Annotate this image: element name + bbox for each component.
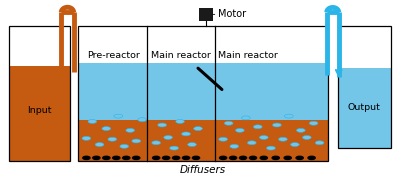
Circle shape [123,156,130,159]
Circle shape [126,128,135,132]
Circle shape [250,156,257,159]
Circle shape [102,127,111,130]
Circle shape [254,125,262,129]
Circle shape [230,144,239,148]
Circle shape [93,156,100,159]
Circle shape [278,137,287,141]
Circle shape [296,156,303,159]
Circle shape [219,137,228,141]
Circle shape [113,156,120,159]
Circle shape [188,143,196,147]
Circle shape [120,144,129,148]
Circle shape [164,136,172,139]
Bar [78,120,328,161]
Circle shape [172,156,180,159]
Circle shape [236,128,244,132]
Bar [9,66,70,161]
Circle shape [290,143,299,147]
Text: Motor: Motor [213,9,246,19]
Circle shape [152,141,160,145]
Bar [78,63,328,120]
Circle shape [266,146,275,150]
Circle shape [114,114,123,118]
Bar [78,26,328,161]
Circle shape [248,141,256,145]
Circle shape [170,146,178,150]
Circle shape [315,141,324,145]
Bar [338,68,391,148]
Circle shape [224,121,233,125]
Circle shape [82,136,91,140]
Circle shape [259,136,268,139]
Bar [9,26,70,161]
Circle shape [133,156,140,159]
Circle shape [296,128,305,132]
Circle shape [194,127,202,130]
Circle shape [260,156,267,159]
Circle shape [152,156,160,159]
Circle shape [162,156,170,159]
Circle shape [240,156,247,159]
Text: Pre-reactor: Pre-reactor [87,51,140,60]
Circle shape [308,156,315,159]
Circle shape [88,120,97,124]
Circle shape [230,156,237,159]
Circle shape [284,156,291,159]
Circle shape [138,118,146,122]
Circle shape [284,114,293,118]
Circle shape [108,137,117,141]
Circle shape [95,143,104,147]
Bar [338,26,391,148]
Circle shape [242,116,250,120]
Circle shape [83,156,90,159]
Bar [9,26,70,66]
Circle shape [103,156,110,159]
Circle shape [192,156,200,159]
Text: Main reactor: Main reactor [218,51,278,60]
Circle shape [176,120,184,124]
Text: Output: Output [348,103,381,112]
Circle shape [132,139,141,143]
Circle shape [220,156,227,159]
Circle shape [182,156,190,159]
Circle shape [158,123,166,127]
Circle shape [309,121,318,125]
Bar [338,26,391,68]
Circle shape [272,156,279,159]
Bar [78,26,328,63]
Text: Input: Input [27,106,52,115]
Text: Diffusers: Diffusers [180,166,226,175]
Circle shape [302,136,311,139]
Text: Main reactor: Main reactor [151,51,211,60]
Bar [199,8,213,21]
Circle shape [272,123,281,127]
Circle shape [182,132,190,136]
